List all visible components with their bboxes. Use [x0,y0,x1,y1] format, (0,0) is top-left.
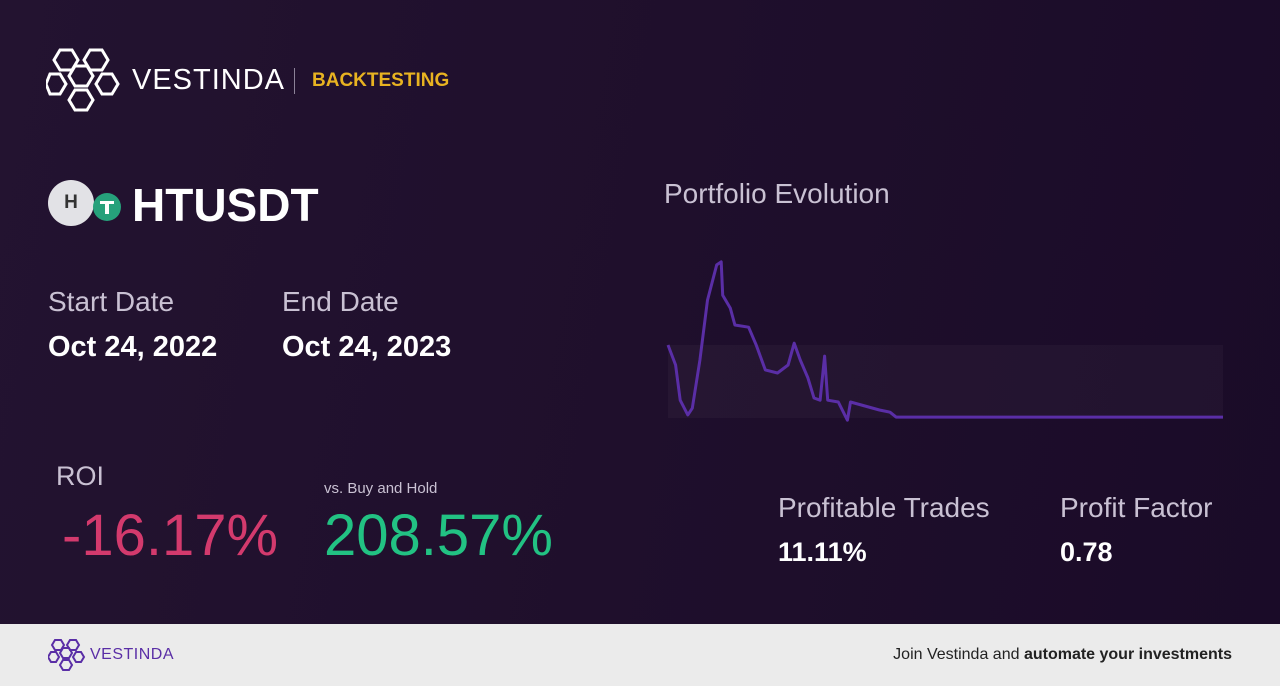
stat-label: Profitable Trades [778,492,990,523]
compare-label: vs. Buy and Hold [324,480,438,497]
brand: VESTINDA [132,64,286,96]
stat-label: Profit Factor [1060,492,1213,523]
footer-text-plain: Join Vestinda and [893,646,1024,663]
roi-label: ROI [56,461,105,491]
footer-text-bold: automate your investments [1023,646,1232,663]
footer-text: Join Vestinda and automate your investme… [893,646,1232,664]
start-date: Oct 24, 2022 [48,331,218,363]
ticker: HTUSDT [132,179,319,231]
divider [294,68,295,94]
footer-logo [48,639,86,671]
stat-value: 0.78 [1060,537,1113,567]
footer: VESTINDA Join Vestinda and automate your… [0,624,1280,686]
coin-icon: H [48,180,94,226]
chart [666,260,1223,422]
chart-title: Portfolio Evolution [664,178,890,209]
footer-brand: VESTINDA [90,646,175,663]
logo [46,48,120,112]
compare-value: 208.57% [324,503,553,568]
start-label: Start Date [48,286,175,317]
baseline-shade [668,345,1223,418]
end-label: End Date [282,286,399,317]
portfolio-line [666,260,1223,422]
section: BACKTESTING [312,70,450,91]
stat-value: 11.11% [778,537,867,567]
roi-value: -16.17% [62,503,279,568]
end-date: Oct 24, 2023 [282,331,452,363]
tether-icon [93,193,121,221]
